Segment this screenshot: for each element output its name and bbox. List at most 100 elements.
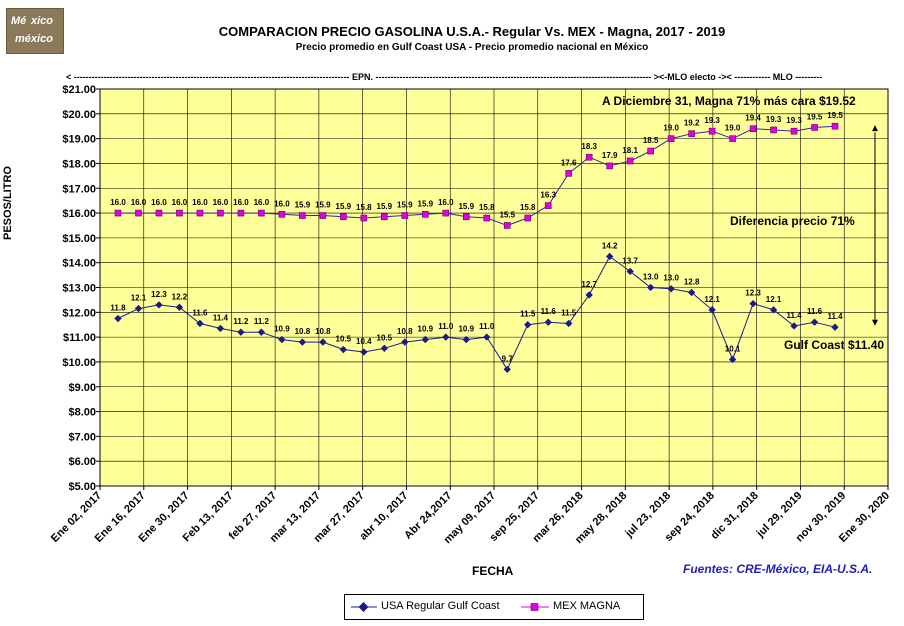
point-usa bbox=[298, 338, 307, 346]
point-mex bbox=[442, 209, 450, 217]
point-mex bbox=[831, 122, 839, 130]
point-usa bbox=[278, 335, 286, 344]
source-note: Fuentes: CRE-México, EIA-U.S.A. bbox=[683, 562, 873, 576]
y-tick-label: $13.00 bbox=[62, 283, 96, 295]
data-label: 19.2 bbox=[684, 119, 700, 128]
legend-label-usa: USA Regular Gulf Coast bbox=[381, 600, 500, 612]
point-mex bbox=[278, 211, 286, 218]
data-label: 10.9 bbox=[458, 325, 474, 334]
point-usa bbox=[524, 321, 532, 329]
data-label: 18.5 bbox=[643, 136, 659, 145]
point-usa bbox=[708, 306, 716, 314]
data-label: 12.1 bbox=[766, 295, 782, 304]
point-mex bbox=[299, 212, 306, 219]
y-tick-label: $14.00 bbox=[62, 258, 96, 270]
point-usa bbox=[605, 252, 614, 261]
point-usa bbox=[339, 345, 348, 354]
data-label: 15.9 bbox=[336, 202, 352, 211]
y-tick-label: $16.00 bbox=[62, 208, 96, 220]
point-mex bbox=[360, 214, 368, 222]
data-label: 16.0 bbox=[254, 198, 270, 207]
point-usa bbox=[790, 322, 798, 330]
data-label: 16.0 bbox=[213, 198, 229, 207]
data-label: 10.5 bbox=[377, 333, 393, 342]
point-mex bbox=[544, 202, 552, 209]
data-label: 13.7 bbox=[622, 256, 638, 265]
y-tick-label: $9.00 bbox=[68, 382, 96, 394]
data-label: 11.4 bbox=[786, 311, 802, 320]
point-usa bbox=[421, 335, 429, 344]
point-mex bbox=[340, 213, 347, 221]
point-usa bbox=[728, 355, 737, 364]
point-mex bbox=[237, 209, 245, 217]
annotation-gulf-coast: Gulf Coast $11.40 bbox=[784, 338, 885, 352]
point-usa bbox=[687, 288, 696, 297]
logo-text-3: méxico bbox=[15, 33, 53, 45]
point-mex bbox=[688, 130, 695, 137]
data-label: 11.5 bbox=[561, 308, 577, 317]
data-label: 15.9 bbox=[418, 199, 434, 208]
difference-arrow-head-down bbox=[872, 319, 878, 326]
data-label: 12.3 bbox=[745, 289, 761, 298]
point-mex bbox=[381, 213, 388, 221]
data-label: 18.3 bbox=[581, 142, 597, 151]
legend-symbols bbox=[351, 602, 549, 612]
data-label: 17.9 bbox=[602, 151, 618, 160]
point-mex bbox=[462, 213, 470, 221]
y-axis-label: PESOS/LITRO bbox=[2, 166, 14, 240]
point-usa bbox=[769, 306, 778, 314]
point-usa bbox=[442, 333, 450, 341]
annotation-magna: A Diciembre 31, Magna 71% más cara $19.5… bbox=[602, 94, 856, 108]
data-label: 19.3 bbox=[704, 116, 720, 125]
x-tick-label: dic 31, 2018 bbox=[709, 490, 761, 542]
period-bar: < --------------------------------------… bbox=[66, 72, 823, 82]
legend-marker-mex bbox=[530, 603, 539, 611]
data-label: 19.3 bbox=[766, 115, 782, 124]
data-label: 11.8 bbox=[110, 304, 126, 313]
y-tick-label: $6.00 bbox=[68, 456, 96, 468]
point-mex bbox=[114, 209, 122, 217]
point-usa bbox=[585, 291, 593, 299]
y-tick-label: $12.00 bbox=[62, 307, 96, 319]
data-label: 17.6 bbox=[561, 158, 577, 167]
data-label: 19.3 bbox=[786, 116, 802, 125]
y-tick-label: $10.00 bbox=[62, 357, 96, 369]
data-label: 10.8 bbox=[295, 327, 311, 336]
point-usa bbox=[257, 328, 266, 336]
data-label: 19.4 bbox=[745, 114, 761, 123]
data-label: 16.3 bbox=[540, 191, 556, 200]
point-usa bbox=[483, 333, 491, 341]
data-label: 12.3 bbox=[151, 290, 167, 299]
data-label: 11.2 bbox=[254, 317, 270, 326]
data-label: 15.9 bbox=[397, 201, 413, 210]
data-label: 16.0 bbox=[131, 198, 147, 207]
data-label: 18.1 bbox=[622, 146, 638, 155]
point-mex bbox=[811, 124, 818, 131]
data-label: 16.0 bbox=[233, 198, 249, 207]
data-label: 16.0 bbox=[110, 198, 126, 207]
data-label: 15.9 bbox=[315, 201, 331, 210]
data-label: 10.4 bbox=[356, 337, 372, 346]
data-label: 10.8 bbox=[397, 327, 413, 336]
point-mex bbox=[565, 170, 573, 177]
point-mex bbox=[585, 153, 593, 161]
point-mex bbox=[176, 209, 183, 217]
data-label: 12.2 bbox=[172, 292, 188, 301]
data-label: 10.1 bbox=[725, 344, 741, 353]
point-mex bbox=[217, 209, 224, 217]
point-mex bbox=[483, 214, 491, 222]
point-mex bbox=[606, 162, 613, 170]
x-axis-label: FECHA bbox=[472, 564, 514, 578]
point-mex bbox=[647, 147, 654, 155]
y-tick-label: $7.00 bbox=[68, 431, 96, 443]
series-line-1 bbox=[118, 125, 836, 227]
point-usa bbox=[565, 319, 573, 328]
annotation-difference: Diferencia precio 71% bbox=[730, 214, 855, 228]
y-tick-label: $5.00 bbox=[68, 481, 96, 493]
point-mex bbox=[749, 125, 757, 132]
series-line-0 bbox=[117, 255, 836, 371]
data-label: 15.9 bbox=[295, 201, 311, 210]
y-tick-label: $19.00 bbox=[62, 134, 96, 146]
point-usa bbox=[401, 338, 409, 346]
